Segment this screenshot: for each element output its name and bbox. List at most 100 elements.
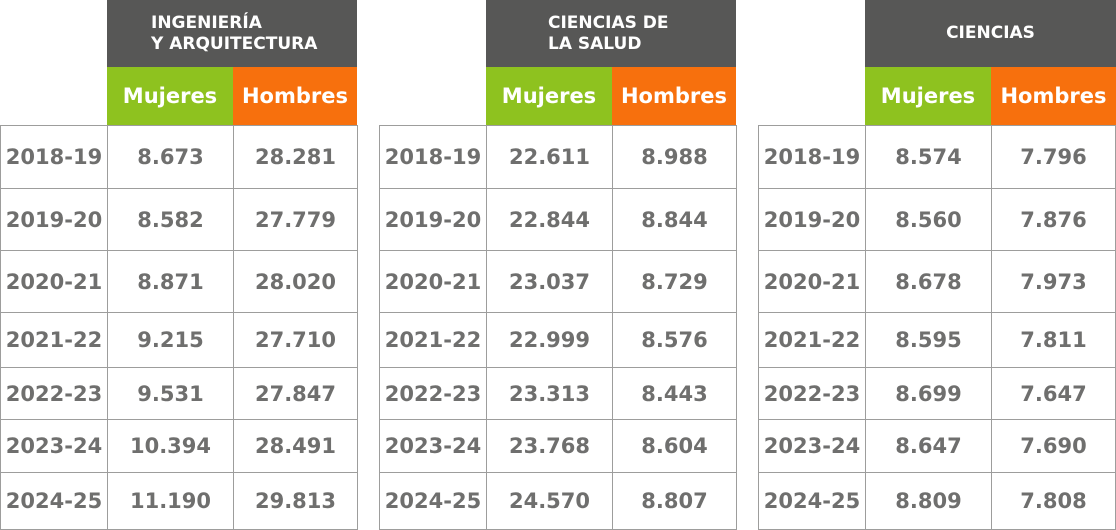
hombres-cell: 7.876: [991, 188, 1116, 251]
hombres-cell: 7.690: [991, 419, 1116, 473]
hombres-cell: 27.779: [233, 188, 358, 251]
table-row: 2024-25 11.190 29.813: [0, 472, 358, 530]
table-title: CIENCIAS: [865, 0, 1116, 67]
mujeres-cell: 8.574: [865, 125, 992, 189]
hombres-cell: 8.604: [612, 419, 737, 473]
header-hombres: Hombres: [233, 67, 357, 125]
table-row: 2024-25 24.570 8.807: [379, 472, 737, 530]
table-row: 2022-23 9.531 27.847: [0, 367, 358, 420]
mujeres-cell: 8.647: [865, 419, 992, 473]
mujeres-cell: 8.595: [865, 312, 992, 368]
mujeres-cell: 8.699: [865, 367, 992, 420]
table-row: 2020-21 23.037 8.729: [379, 250, 737, 313]
year-cell: 2019-20: [758, 188, 866, 251]
header-hombres: Hombres: [991, 67, 1116, 125]
year-cell: 2022-23: [0, 367, 108, 420]
mujeres-cell: 22.844: [486, 188, 613, 251]
mujeres-cell: 8.560: [865, 188, 992, 251]
hombres-cell: 28.020: [233, 250, 358, 313]
hombres-cell: 8.844: [612, 188, 737, 251]
year-cell: 2019-20: [0, 188, 108, 251]
table-row: 2024-25 8.809 7.808: [758, 472, 1116, 530]
year-cell: 2018-19: [758, 125, 866, 189]
table-row: 2021-22 8.595 7.811: [758, 312, 1116, 368]
hombres-cell: 7.808: [991, 472, 1116, 530]
data-grid: 2018-19 22.611 8.988 2019-20 22.844 8.844 2020…: [379, 125, 737, 530]
table-row: 2019-20 22.844 8.844: [379, 188, 737, 251]
mujeres-cell: 23.768: [486, 419, 613, 473]
year-cell: 2024-25: [379, 472, 487, 530]
table-row: 2021-22 22.999 8.576: [379, 312, 737, 368]
table-title-line: LA SALUD: [548, 33, 642, 54]
mujeres-cell: 10.394: [107, 419, 234, 473]
year-cell: 2020-21: [0, 250, 108, 313]
year-cell: 2023-24: [758, 419, 866, 473]
mujeres-cell: 8.673: [107, 125, 234, 189]
mujeres-cell: 9.531: [107, 367, 234, 420]
hombres-cell: 27.710: [233, 312, 358, 368]
hombres-cell: 29.813: [233, 472, 358, 530]
mujeres-cell: 23.037: [486, 250, 613, 313]
mujeres-cell: 8.871: [107, 250, 234, 313]
table-row: 2018-19 8.673 28.281: [0, 125, 358, 189]
mujeres-cell: 8.678: [865, 250, 992, 313]
table-row: 2018-19 22.611 8.988: [379, 125, 737, 189]
hombres-cell: 7.796: [991, 125, 1116, 189]
table-row: 2023-24 10.394 28.491: [0, 419, 358, 473]
hombres-cell: 7.811: [991, 312, 1116, 368]
data-grid: 2018-19 8.673 28.281 2019-20 8.582 27.779 2020…: [0, 125, 358, 530]
table-row: 2022-23 8.699 7.647: [758, 367, 1116, 420]
year-cell: 2018-19: [379, 125, 487, 189]
year-cell: 2022-23: [379, 367, 487, 420]
table-row: 2021-22 9.215 27.710: [0, 312, 358, 368]
year-cell: 2019-20: [379, 188, 487, 251]
hombres-cell: 28.281: [233, 125, 358, 189]
table-row: 2022-23 23.313 8.443: [379, 367, 737, 420]
table-row: 2018-19 8.574 7.796: [758, 125, 1116, 189]
hombres-cell: 7.647: [991, 367, 1116, 420]
year-cell: 2023-24: [379, 419, 487, 473]
table-row: 2020-21 8.678 7.973: [758, 250, 1116, 313]
year-cell: 2021-22: [379, 312, 487, 368]
header-mujeres: Mujeres: [486, 67, 612, 125]
mujeres-cell: 9.215: [107, 312, 234, 368]
table-title-line: CIENCIAS: [946, 23, 1035, 43]
mujeres-cell: 8.809: [865, 472, 992, 530]
table-row: 2019-20 8.560 7.876: [758, 188, 1116, 251]
hombres-cell: 7.973: [991, 250, 1116, 313]
mujeres-cell: 23.313: [486, 367, 613, 420]
year-cell: 2020-21: [758, 250, 866, 313]
table-row: 2019-20 8.582 27.779: [0, 188, 358, 251]
mujeres-cell: 22.611: [486, 125, 613, 189]
year-cell: 2024-25: [0, 472, 108, 530]
header-mujeres: Mujeres: [865, 67, 991, 125]
hombres-cell: 8.443: [612, 367, 737, 420]
table-title-line: INGENIERÍA: [151, 12, 262, 33]
table-row: 2023-24 23.768 8.604: [379, 419, 737, 473]
hombres-cell: 8.729: [612, 250, 737, 313]
year-cell: 2021-22: [0, 312, 108, 368]
header-hombres: Hombres: [612, 67, 736, 125]
hombres-cell: 27.847: [233, 367, 358, 420]
mujeres-cell: 24.570: [486, 472, 613, 530]
year-cell: 2022-23: [758, 367, 866, 420]
table-row: 2020-21 8.871 28.020: [0, 250, 358, 313]
table-title-line: CIENCIAS DE: [548, 12, 669, 33]
year-cell: 2024-25: [758, 472, 866, 530]
mujeres-cell: 22.999: [486, 312, 613, 368]
table-title-line: Y ARQUITECTURA: [151, 33, 318, 54]
mujeres-cell: 8.582: [107, 188, 234, 251]
hombres-cell: 28.491: [233, 419, 358, 473]
header-mujeres: Mujeres: [107, 67, 233, 125]
table-row: 2023-24 8.647 7.690: [758, 419, 1116, 473]
mujeres-cell: 11.190: [107, 472, 234, 530]
hombres-cell: 8.807: [612, 472, 737, 530]
data-grid: 2018-19 8.574 7.796 2019-20 8.560 7.876 2020-2…: [758, 125, 1116, 530]
hombres-cell: 8.988: [612, 125, 737, 189]
table-title: CIENCIAS DE LA SALUD: [486, 0, 736, 67]
table-title: INGENIERÍA Y ARQUITECTURA: [107, 0, 357, 67]
year-cell: 2023-24: [0, 419, 108, 473]
year-cell: 2018-19: [0, 125, 108, 189]
year-cell: 2020-21: [379, 250, 487, 313]
hombres-cell: 8.576: [612, 312, 737, 368]
